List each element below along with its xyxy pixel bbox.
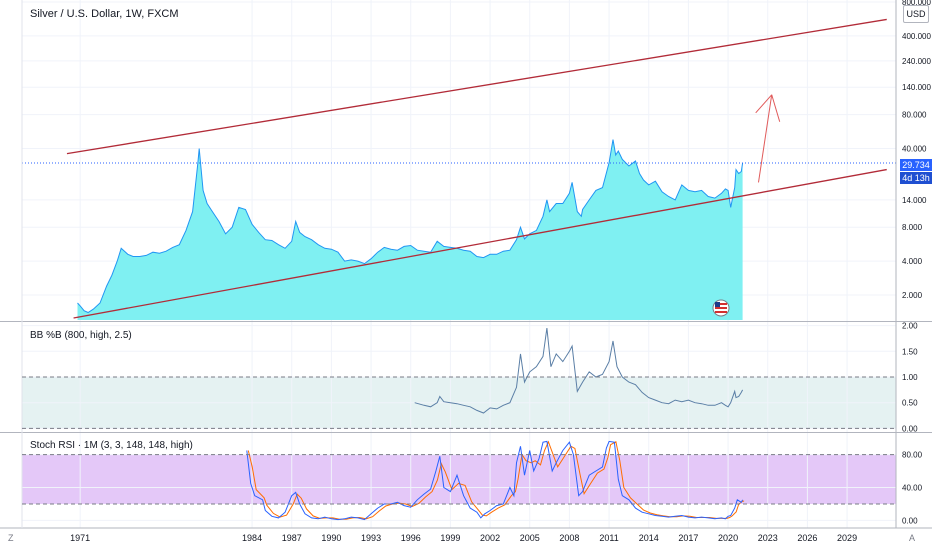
upper-channel-trendline — [66, 18, 887, 155]
x-tick-label: 1993 — [361, 533, 381, 543]
y-tick-label: 240.000 — [902, 57, 931, 66]
y-tick-label: 8.000 — [902, 223, 923, 232]
x-tick-label: 1990 — [321, 533, 341, 543]
x-tick-label: 2011 — [599, 533, 618, 543]
y-tick-label: 2.00 — [902, 322, 918, 331]
x-tick-label: 2008 — [559, 533, 579, 543]
x-tick-label: 2005 — [520, 533, 540, 543]
x-tick-label: 2014 — [639, 533, 659, 543]
x-tick-label: 2023 — [758, 533, 778, 543]
x-tick-label: 2026 — [797, 533, 817, 543]
y-tick-label: 0.00 — [902, 424, 918, 433]
lower-channel-trendline — [73, 168, 887, 319]
x-tick-label: 2029 — [837, 533, 857, 543]
projection-arrow-head-left — [755, 94, 773, 114]
auto-scale-toggle[interactable]: A — [909, 533, 916, 543]
y-tick-label: 800.000 — [902, 0, 931, 7]
countdown-tag: 4d 13h — [900, 172, 932, 184]
y-tick-label: 400.000 — [902, 32, 931, 41]
x-tick-label: 1996 — [401, 533, 421, 543]
bb-title[interactable]: BB %B (800, high, 2.5) — [30, 330, 132, 341]
stoch-band — [22, 454, 896, 504]
stoch-title[interactable]: Stoch RSI · 1M (3, 3, 148, 148, high) — [30, 440, 193, 451]
x-tick-label: 1999 — [440, 533, 460, 543]
zoom-toggle[interactable]: Z — [8, 533, 14, 543]
currency-button[interactable]: USD — [903, 5, 929, 23]
y-tick-label: 140.000 — [902, 83, 931, 92]
y-tick-label: 14.000 — [902, 196, 927, 205]
y-tick-label: 40.00 — [902, 483, 923, 492]
x-tick-label: 1987 — [282, 533, 302, 543]
y-tick-label: 2.000 — [902, 291, 923, 300]
y-tick-label: 1.50 — [902, 347, 918, 356]
stoch-pane[interactable] — [246, 440, 745, 521]
x-tick-label: 2020 — [718, 533, 738, 543]
stoch-k-line — [246, 440, 744, 521]
price-pane[interactable] — [22, 18, 896, 320]
y-tick-label: 80.00 — [902, 451, 923, 460]
y-tick-label: 1.00 — [902, 373, 918, 382]
x-tick-label: 1984 — [242, 533, 262, 543]
projection-arrow — [755, 94, 781, 183]
y-tick-label: 4.000 — [902, 257, 923, 266]
y-tick-label: 40.000 — [902, 145, 927, 154]
x-tick-label: 1971 — [70, 533, 90, 543]
x-tick-label: 2002 — [480, 533, 500, 543]
y-tick-label: 0.00 — [902, 516, 918, 525]
current-price-tag: 29.734 — [900, 159, 932, 171]
x-tick-label: 2017 — [678, 533, 698, 543]
chart-title: Silver / U.S. Dollar, 1W, FXCM — [30, 8, 179, 20]
y-tick-label: 0.50 — [902, 399, 918, 408]
flag-icon[interactable] — [712, 299, 730, 317]
projection-arrow-shaft — [757, 94, 773, 183]
y-tick-label: 80.000 — [902, 111, 927, 120]
price-area-fill — [77, 139, 743, 320]
projection-arrow-head-right — [771, 94, 781, 122]
